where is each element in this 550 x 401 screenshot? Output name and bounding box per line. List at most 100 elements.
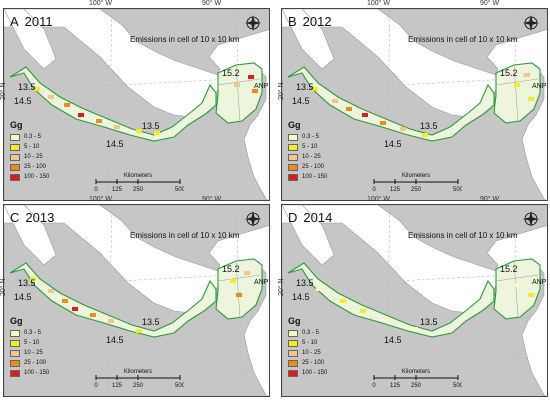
emission-cell	[362, 113, 368, 117]
anp-label: ANP	[532, 279, 547, 286]
legend-swatch	[288, 153, 298, 161]
emission-cell	[528, 97, 534, 101]
legend-label: 100 - 150	[24, 370, 50, 376]
cell-value-label: 13.5	[420, 121, 438, 131]
cell-value-label: 13.5	[18, 82, 36, 92]
panel-label: C 2013	[10, 210, 54, 225]
scale-tick-label: 0	[372, 383, 376, 389]
scale-graphic: 0 125 250 500	[372, 375, 464, 389]
panel-year: 2014	[303, 210, 333, 225]
emission-cell	[316, 287, 322, 291]
cell-value-label: 14.5	[384, 335, 402, 345]
north-arrow-icon	[245, 211, 261, 227]
emission-cell	[136, 329, 142, 333]
panel-label: D 2014	[288, 210, 332, 225]
longitude-label: 100° W	[89, 196, 113, 203]
map-canvas	[282, 205, 547, 396]
legend-label: 5 - 10	[24, 144, 40, 150]
emission-cell	[154, 131, 160, 135]
emission-cell	[136, 129, 142, 133]
emission-cell	[30, 277, 36, 281]
emission-cell	[62, 299, 68, 303]
cell-value-label: 13.5	[142, 317, 160, 327]
legend-label: 100 - 150	[302, 174, 328, 180]
panel-label: A 2011	[10, 14, 53, 29]
panel-title: Emissions in cell of 10 x 10 km	[408, 231, 518, 240]
legend-label: 100 - 150	[302, 370, 328, 376]
emission-cell	[108, 319, 114, 323]
legend-swatch	[10, 349, 20, 357]
cell-value-label: 15.2	[500, 68, 518, 78]
legend-label: 25 - 100	[302, 164, 325, 170]
longitude-label: 90° W	[202, 196, 222, 203]
legend-swatch	[10, 359, 20, 367]
map-canvas	[4, 9, 269, 200]
north-arrow-icon	[523, 211, 539, 227]
legend-label: 10 - 25	[302, 350, 321, 356]
legend-item: 10 - 25	[288, 348, 327, 358]
map-panel-2012: B 2012 Emissions in cell of 10 x 10 km 13.5…	[281, 8, 548, 201]
legend-label: 0.3 - 5	[302, 330, 320, 336]
legend-label: 25 - 100	[302, 360, 325, 366]
scale-tick-label: 250	[133, 187, 144, 193]
emission-cell	[360, 309, 366, 313]
scale-title: Kilometers	[401, 173, 431, 179]
emission-cell	[234, 83, 240, 87]
legend-unit: Gg	[288, 316, 301, 326]
legend-label: 5 - 10	[24, 340, 40, 346]
emission-cell	[346, 107, 352, 111]
legend-item: 5 - 10	[288, 338, 327, 348]
emission-cell	[114, 125, 120, 129]
panel-year: 2012	[302, 14, 332, 29]
panel-letter: C	[10, 210, 20, 225]
anp-label: ANP	[254, 279, 269, 286]
latitude-label: 20° N	[278, 82, 285, 100]
scale-title: Kilometers	[123, 173, 153, 179]
cell-value-label: 13.5	[18, 278, 36, 288]
scale-tick-label: 125	[390, 383, 401, 389]
legend-swatch	[288, 163, 298, 171]
longitude-label: 90° W	[480, 196, 500, 203]
legend-label: 25 - 100	[24, 360, 47, 366]
legend-item: 100 - 150	[10, 368, 49, 378]
emission-cell	[514, 83, 520, 87]
legend-swatch	[288, 133, 298, 141]
panel-label: B 2012	[288, 14, 332, 29]
legend-swatch	[10, 173, 20, 181]
legend-item: 5 - 10	[10, 142, 49, 152]
legend-item: 25 - 100	[288, 358, 327, 368]
scale-tick-label: 250	[133, 383, 144, 389]
emission-cell	[48, 289, 54, 293]
panel-year: 2011	[24, 14, 53, 29]
emission-cell	[252, 89, 258, 93]
map-panel-2013: C 2013 Emissions in cell of 10 x 10 km 13.5…	[3, 204, 270, 397]
panel-letter: B	[288, 14, 297, 29]
emission-cell	[528, 293, 534, 297]
cell-value-label: 14.5	[14, 96, 32, 106]
emission-cell	[340, 299, 346, 303]
legend-item: 0.3 - 5	[288, 132, 327, 142]
emission-cell	[412, 327, 418, 331]
scale-tick-label: 250	[411, 187, 422, 193]
emission-cell	[96, 119, 102, 123]
scale-graphic: 0 125 250 500	[94, 179, 186, 193]
scale-tick-label: 125	[112, 383, 123, 389]
legend-item: 10 - 25	[288, 152, 327, 162]
panel-title: Emissions in cell of 10 x 10 km	[130, 231, 240, 240]
legend-item: 5 - 10	[288, 142, 327, 152]
emission-cell	[64, 103, 70, 107]
legend-item: 25 - 100	[288, 162, 327, 172]
cell-value-label: 14.5	[106, 139, 124, 149]
scale-bar: Kilometers 0 125 250 500	[370, 173, 463, 198]
scale-tick-label: 125	[390, 187, 401, 193]
emission-cell	[384, 317, 390, 321]
emission-cell	[422, 133, 428, 137]
panel-letter: D	[288, 210, 298, 225]
emission-cell	[34, 87, 40, 91]
map-canvas	[4, 205, 269, 396]
scale-title: Kilometers	[123, 369, 153, 375]
cell-value-label: 14.5	[384, 139, 402, 149]
scale-tick-label: 500	[453, 187, 462, 193]
legend: Gg 0.3 - 5 5 - 10 10 - 25 25 - 100 100 - 150	[288, 120, 327, 182]
map-panel-2011: A 2011 Emissions in cell of 10 x 10 km 13.5…	[3, 8, 270, 201]
